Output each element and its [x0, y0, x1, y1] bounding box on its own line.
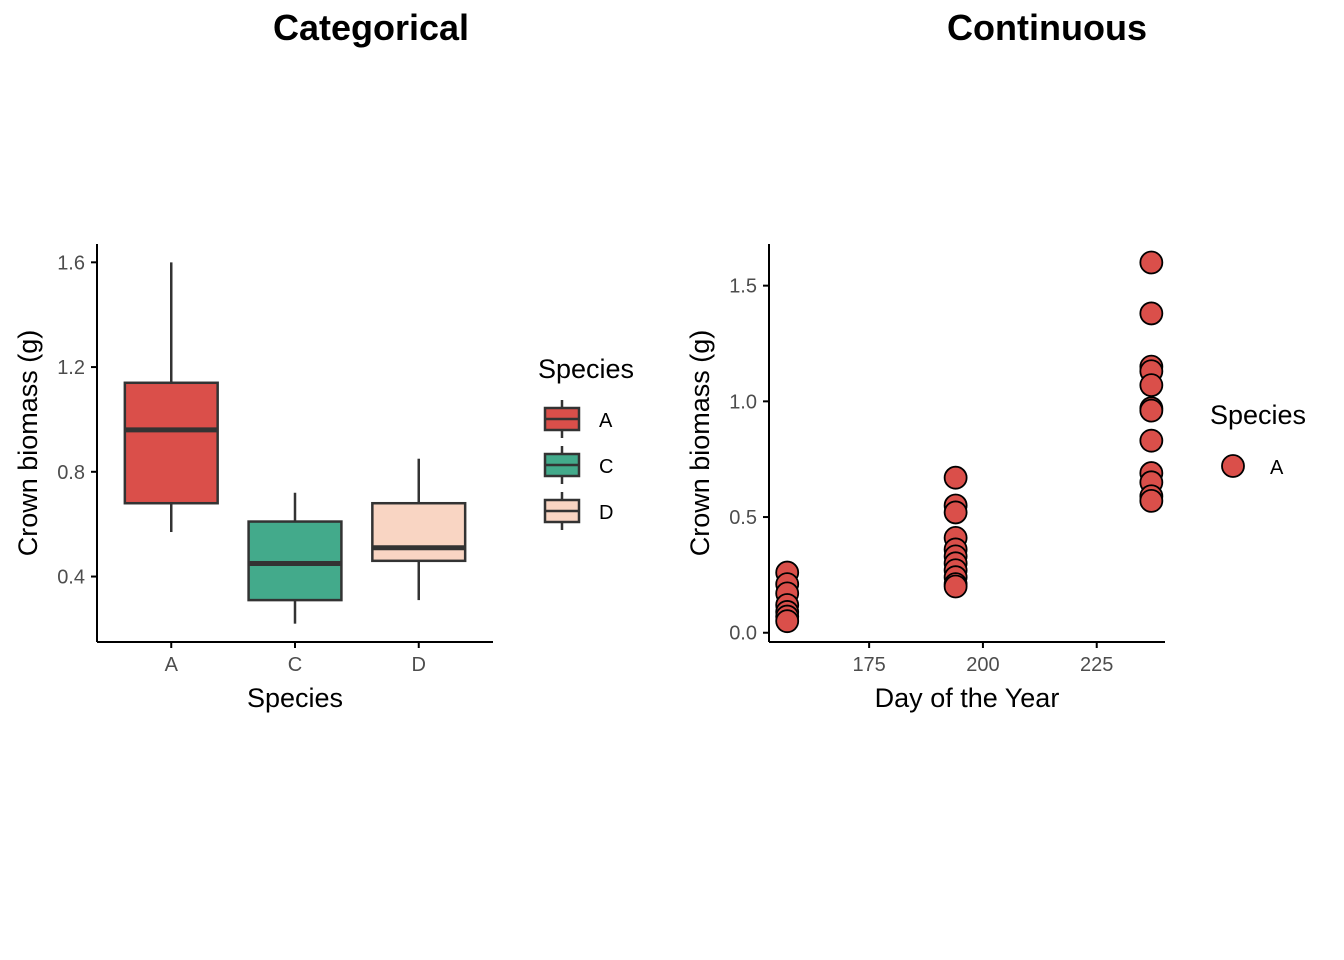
legend-label: A	[599, 410, 613, 432]
legend-label: C	[599, 456, 613, 478]
x-tick-label: A	[165, 654, 179, 676]
y-tick-label: 1.2	[57, 357, 85, 379]
y-tick-label: 1.0	[729, 391, 757, 413]
y-tick-label: 0.0	[729, 623, 757, 645]
legend-label: A	[1270, 457, 1284, 479]
x-tick-label: 225	[1080, 654, 1113, 676]
legend-title-continuous: Species	[1210, 400, 1306, 430]
legend-title-categorical: Species	[538, 354, 634, 384]
plot-area-continuous: 0.0 0.5 1.0 1.5 175 200 225	[729, 250, 1164, 676]
panel-title-continuous: Continuous	[947, 7, 1147, 48]
x-tick-label: D	[412, 654, 426, 676]
x-tick-label: 175	[852, 654, 885, 676]
legend-categorical: Species A C D	[538, 354, 634, 530]
scatter-point	[1139, 488, 1164, 513]
y-tick-label: 0.8	[57, 462, 85, 484]
scatter-point	[775, 609, 800, 634]
panel-continuous: Continuous 0.0 0.5 1.0 1.5 175 200 225 Day of …	[685, 7, 1306, 713]
scatter-point	[1139, 428, 1164, 453]
x-axis-title-continuous: Day of the Year	[875, 683, 1060, 713]
scatter-point	[1139, 373, 1164, 398]
x-tick-label: 200	[966, 654, 999, 676]
x-axis-title-categorical: Species	[247, 683, 343, 713]
scatter-point	[943, 500, 968, 525]
y-tick-label: 0.4	[57, 567, 85, 589]
legend-label: D	[599, 502, 613, 524]
scatter-point	[1139, 398, 1164, 423]
scatter-point	[943, 574, 968, 599]
panel-title-categorical: Categorical	[273, 7, 469, 48]
scatter-point	[1139, 250, 1164, 275]
scatter-point	[1139, 301, 1164, 326]
y-axis-title-continuous: Crown biomass (g)	[685, 330, 715, 557]
box-D	[371, 501, 467, 563]
y-axis-title-categorical: Crown biomass (g)	[13, 330, 43, 557]
y-tick-label: 0.5	[729, 507, 757, 529]
scatter-point	[943, 465, 968, 490]
plot-area-categorical: 0.4 0.8 1.2 1.6 A C D	[57, 252, 467, 676]
legend-key-point	[1221, 454, 1245, 478]
legend-continuous: Species A	[1210, 400, 1306, 479]
y-tick-label: 1.6	[57, 252, 85, 274]
panel-categorical: Categorical 0.4 0.8 1.2 1.6 A C D Species Crow…	[13, 7, 634, 713]
x-tick-label: C	[288, 654, 302, 676]
box-A	[123, 381, 219, 505]
box-C	[247, 520, 343, 602]
y-tick-label: 1.5	[729, 276, 757, 298]
